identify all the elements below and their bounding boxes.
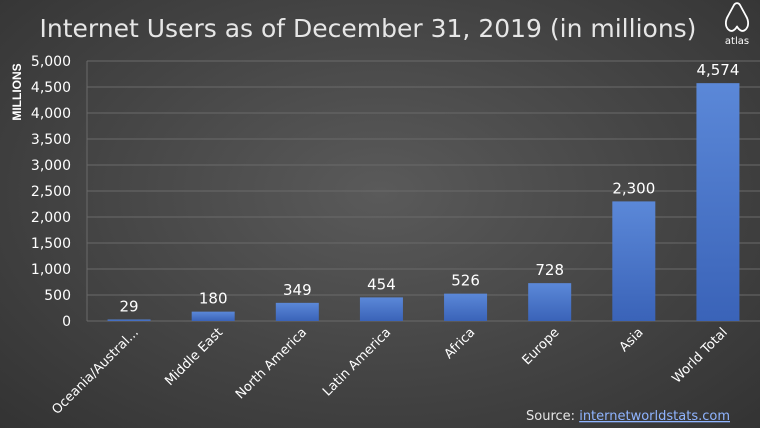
y-axis-label: MILLIONS [10, 63, 24, 120]
x-tick-label: World Total [669, 325, 730, 386]
data-label: 180 [199, 290, 228, 308]
source-note: Source: internetworldstats.com [526, 409, 730, 424]
data-labels: 29 180 349 454 526 728 2,300 4,574 [120, 61, 740, 315]
y-tick-label: 0 [62, 314, 71, 330]
x-tick-label: Middle East [162, 325, 226, 389]
data-label: 728 [535, 261, 564, 279]
x-tick-label: Europe [520, 325, 563, 368]
data-label: 29 [120, 297, 139, 315]
source-link[interactable]: internetworldstats.com [579, 409, 730, 424]
bar [612, 201, 656, 321]
bar [696, 83, 740, 321]
y-tick-label: 500 [44, 288, 71, 304]
bars [107, 83, 740, 321]
atlas-logo-icon: atlas [725, 2, 749, 47]
bar [359, 297, 403, 321]
y-tick-label: 3,500 [31, 132, 71, 148]
source-label: Source: [526, 409, 579, 424]
data-label: 526 [451, 272, 480, 290]
x-tick-label: Latin America [320, 325, 394, 399]
y-tick-label: 2,500 [31, 184, 71, 200]
y-axis-ticks: 0 500 1,000 1,500 2,000 2,500 3,000 3,500 4,000 4… [31, 54, 71, 330]
gridlines [86, 60, 760, 322]
data-label: 454 [367, 275, 396, 293]
x-axis-ticks: Oceania/Austral... Middle East North Ameri… [49, 325, 730, 418]
x-tick-label: North America [233, 325, 310, 402]
bar [191, 311, 235, 321]
y-tick-label: 5,000 [31, 54, 71, 70]
y-tick-label: 3,000 [31, 158, 71, 174]
data-label: 2,300 [612, 179, 655, 197]
bar [528, 283, 572, 321]
y-tick-label: 2,000 [31, 210, 71, 226]
logo-text: atlas [725, 36, 749, 47]
bar [275, 302, 319, 321]
data-label: 4,574 [696, 61, 739, 79]
y-tick-label: 1,000 [31, 262, 71, 278]
x-tick-label: Asia [617, 325, 647, 355]
bar [444, 293, 488, 321]
x-tick-label: Oceania/Austral... [49, 325, 142, 418]
bar [107, 319, 151, 321]
y-tick-label: 1,500 [31, 236, 71, 252]
y-tick-label: 4,000 [31, 106, 71, 122]
y-tick-label: 4,500 [31, 80, 71, 96]
data-label: 349 [283, 281, 312, 299]
x-tick-label: Africa [442, 325, 479, 362]
chart-title: Internet Users as of December 31, 2019 (… [40, 14, 697, 43]
